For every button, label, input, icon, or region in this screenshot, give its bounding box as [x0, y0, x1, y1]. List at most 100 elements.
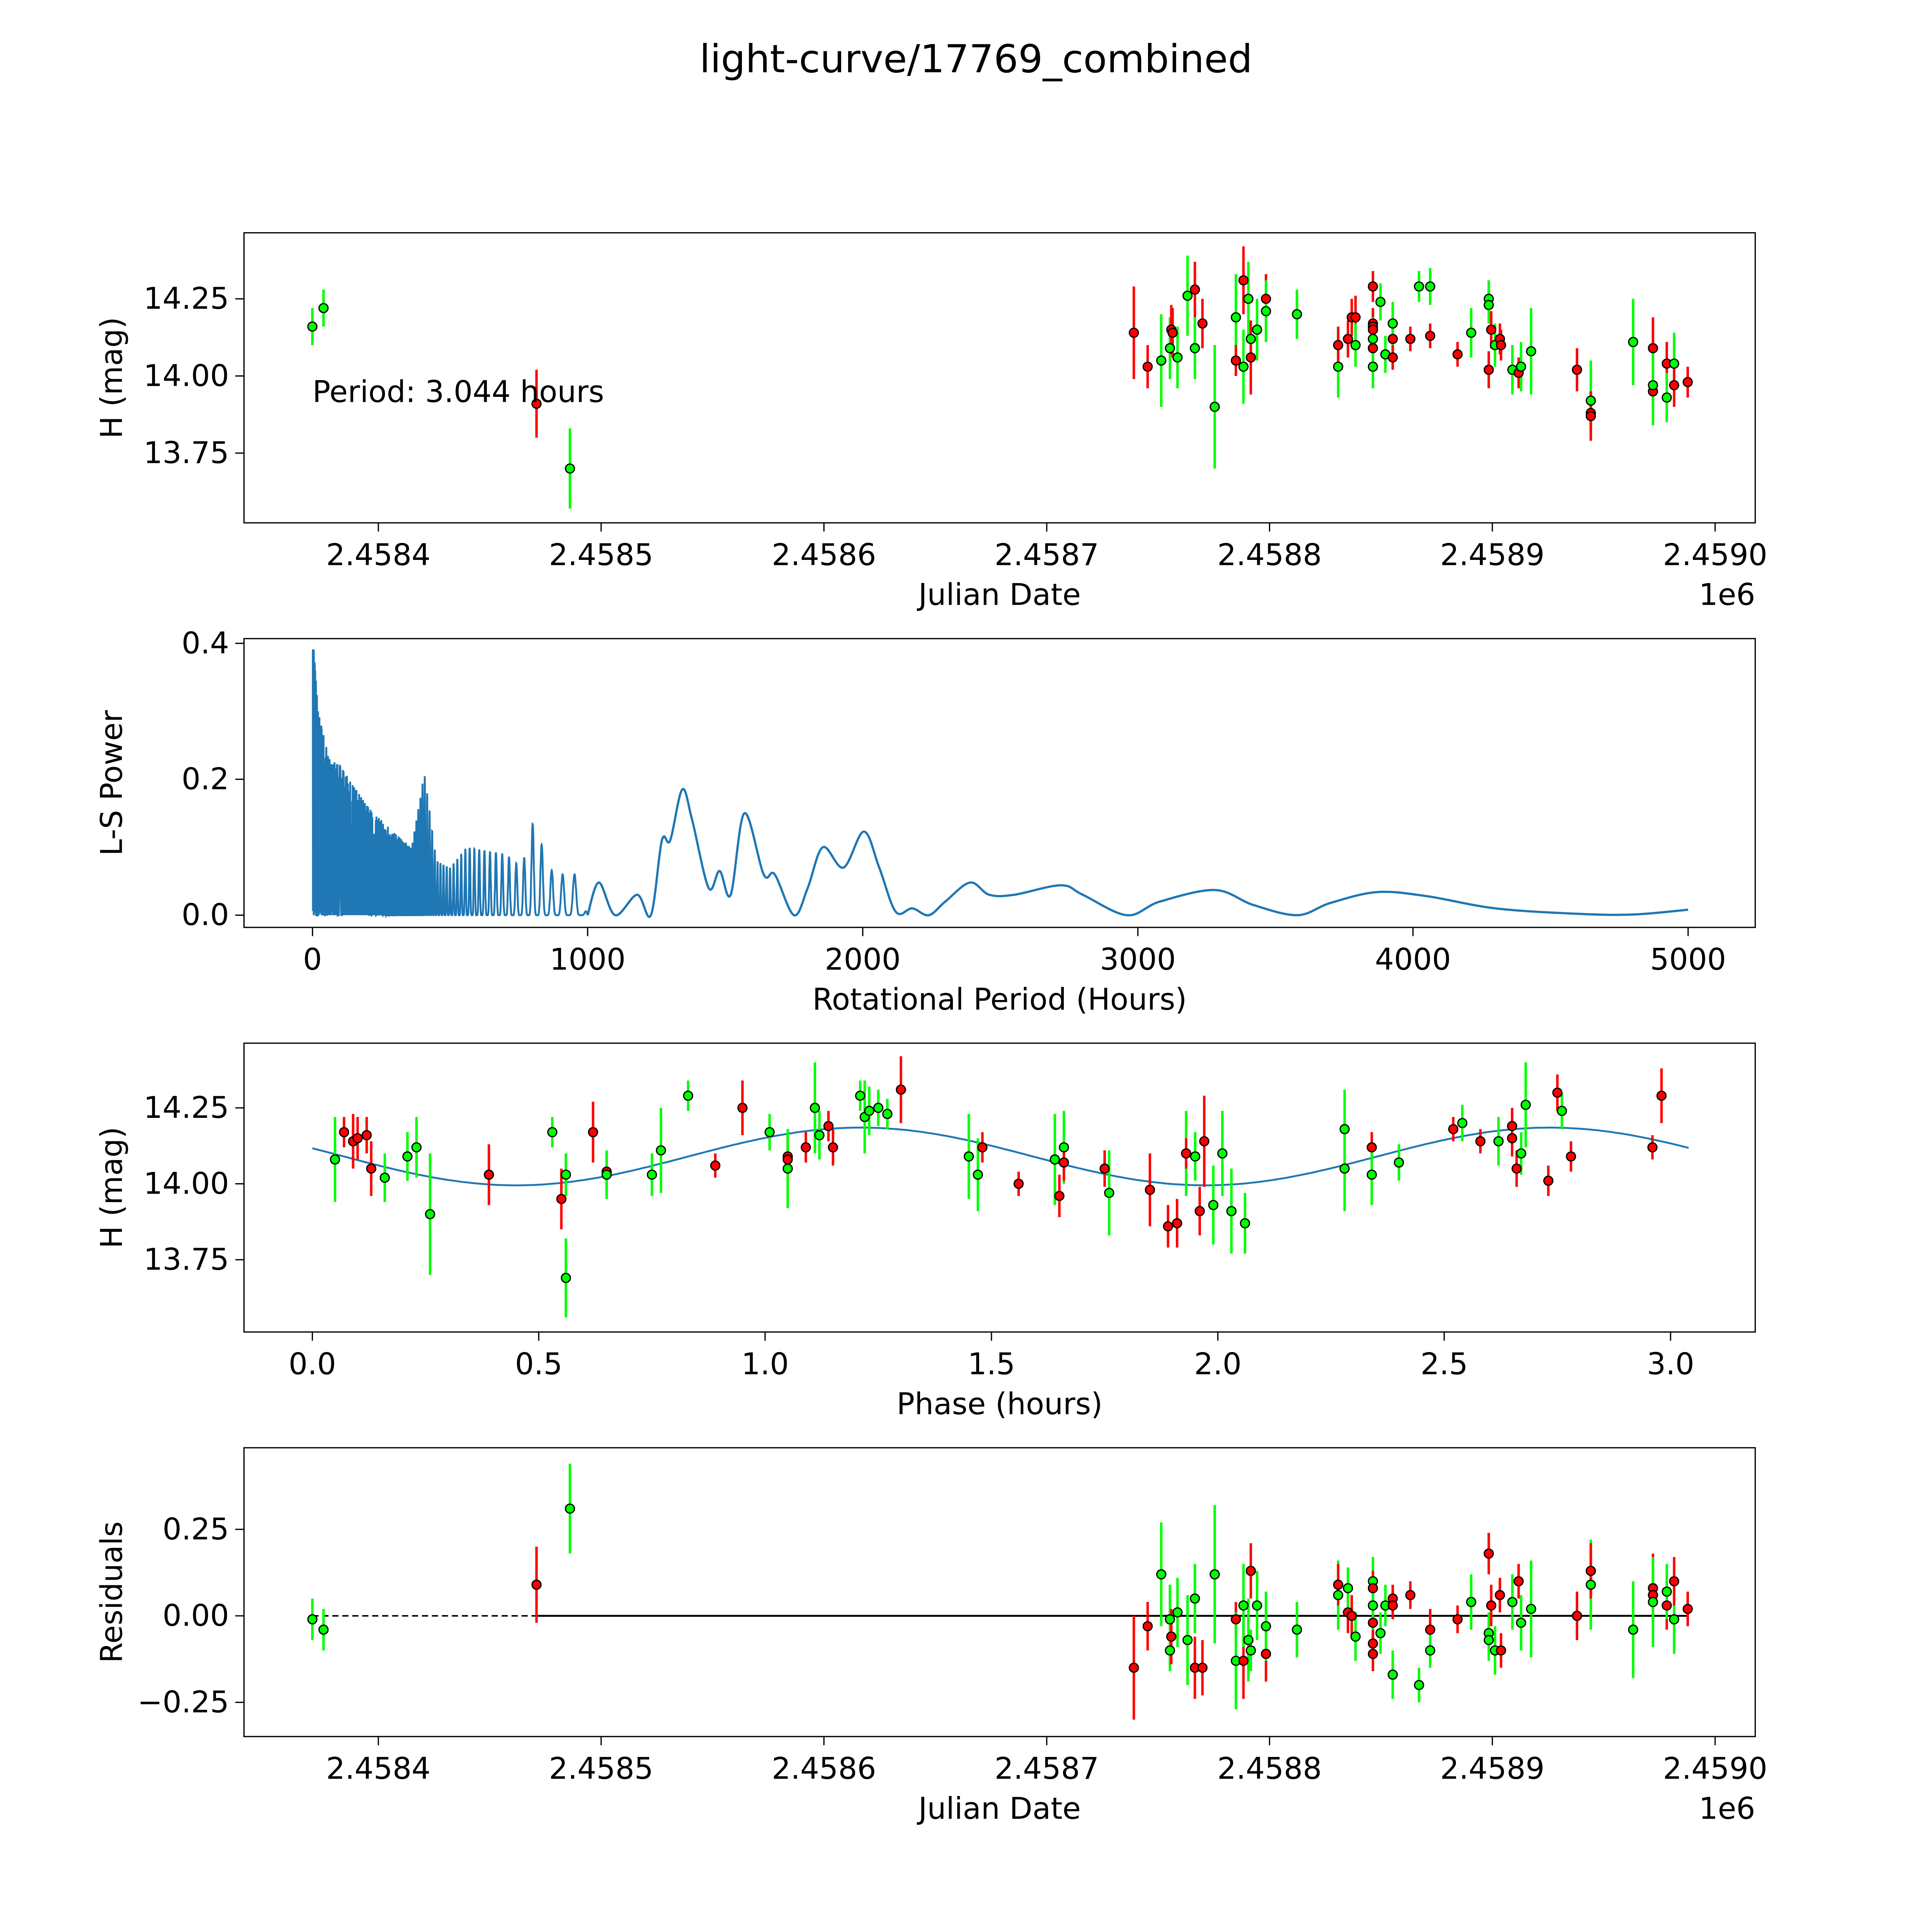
x-tick-label: 2.4589: [1440, 1752, 1544, 1786]
data-point: [864, 1105, 874, 1116]
data-point: [1367, 1638, 1378, 1649]
x-axis-label: Rotational Period (Hours): [812, 982, 1187, 1017]
data-point: [1367, 1583, 1378, 1594]
data-point: [1145, 1185, 1155, 1195]
x-tick-label: 2.4586: [772, 1752, 876, 1786]
plot-area: [307, 246, 1693, 509]
data-point: [1552, 1087, 1563, 1098]
data-point: [1669, 358, 1679, 369]
x-axis-label: Julian Date: [917, 1791, 1081, 1826]
data-point: [764, 1127, 775, 1138]
y-tick-label: 0.25: [163, 1512, 229, 1547]
data-point: [1343, 1583, 1353, 1594]
data-point: [1483, 1635, 1494, 1645]
data-point: [565, 463, 575, 474]
x-tick-label: 5000: [1650, 942, 1726, 977]
data-point: [1526, 1604, 1536, 1614]
data-point: [782, 1154, 793, 1165]
x-tick-label: 2.4584: [326, 538, 430, 573]
data-point: [814, 1130, 825, 1141]
y-tick-label: 0.0: [182, 898, 229, 932]
data-point: [361, 1130, 372, 1141]
periodogram-smooth-segment: [586, 788, 1689, 918]
x-tick-label: 1000: [549, 942, 626, 977]
data-point: [1585, 1580, 1596, 1590]
periodogram-noisy-segment: [312, 649, 588, 919]
data-point: [1252, 324, 1262, 335]
data-point: [1238, 361, 1249, 372]
data-point: [973, 1169, 983, 1180]
y-axis-label: Residuals: [95, 1521, 129, 1663]
data-point: [1252, 1600, 1262, 1611]
data-point: [484, 1169, 494, 1180]
x-tick-label: 2.4585: [549, 538, 653, 573]
data-point: [1245, 352, 1256, 363]
data-point: [1350, 340, 1361, 350]
data-point: [1217, 1148, 1228, 1159]
y-axis-label: H (mag): [95, 317, 129, 439]
data-point: [1333, 1590, 1344, 1600]
x-tick-label: 0.0: [289, 1347, 336, 1382]
data-point: [1190, 1151, 1201, 1162]
data-point: [1511, 1163, 1522, 1174]
data-point: [1333, 1580, 1344, 1590]
data-point: [1156, 355, 1167, 366]
data-point: [318, 303, 329, 313]
period-annotation: Period: 3.044 hours: [313, 375, 604, 410]
data-point: [1238, 1655, 1249, 1666]
data-point: [1388, 1600, 1398, 1611]
data-point: [1292, 309, 1302, 320]
data-point: [402, 1151, 413, 1162]
x-tick-label: 2.4587: [995, 1752, 1099, 1786]
data-point: [1388, 318, 1398, 329]
x-offset-label: 1e6: [1699, 1791, 1755, 1826]
data-point: [1226, 1206, 1237, 1216]
data-point: [1457, 1118, 1468, 1128]
x-tick-label: 2.4585: [549, 1752, 653, 1786]
data-point: [1495, 1590, 1505, 1600]
data-point: [1367, 1617, 1378, 1628]
data-point: [1197, 1662, 1208, 1673]
plot-area: [312, 1056, 1689, 1318]
data-point: [1142, 1621, 1153, 1631]
data-point: [1156, 1569, 1167, 1580]
axes-frame: [243, 638, 1756, 928]
data-point: [1261, 1649, 1271, 1659]
data-point: [1099, 1163, 1110, 1174]
residuals-panel: 2.4584 2.4585 2.4586 2.4587 2.4588 2.4589 2.45…: [95, 1447, 1767, 1826]
data-point: [1199, 1136, 1209, 1146]
data-point: [1520, 1100, 1531, 1110]
data-point: [1231, 1614, 1241, 1624]
data-point: [1516, 1617, 1526, 1628]
x-tick-label: 1.0: [742, 1347, 789, 1382]
data-point: [1496, 1645, 1506, 1656]
data-point: [561, 1273, 571, 1283]
data-point: [1367, 1649, 1378, 1659]
data-point: [1448, 1124, 1459, 1134]
data-point: [1414, 281, 1424, 292]
data-point: [1209, 1569, 1220, 1580]
data-point: [1333, 340, 1344, 350]
y-tick-label: 14.00: [143, 1166, 229, 1201]
data-point: [1165, 1645, 1175, 1656]
data-point: [1243, 1635, 1253, 1645]
x-tick-label: 0.5: [515, 1347, 563, 1382]
data-point: [601, 1169, 612, 1180]
x-tick-label: 3.0: [1647, 1347, 1694, 1382]
data-point: [1367, 333, 1378, 344]
data-point: [307, 321, 318, 332]
data-point: [1483, 364, 1494, 375]
data-point: [855, 1090, 866, 1101]
data-point: [1172, 1607, 1183, 1618]
axes-frame: [243, 232, 1756, 524]
data-point: [1394, 1157, 1404, 1168]
data-point: [1245, 1566, 1256, 1576]
data-point: [1172, 1218, 1182, 1229]
axes-frame: [243, 1447, 1756, 1737]
data-point: [1245, 1645, 1256, 1656]
data-point: [1165, 1614, 1175, 1624]
data-point: [330, 1154, 340, 1165]
data-point: [565, 1503, 575, 1514]
data-point: [1648, 343, 1658, 354]
